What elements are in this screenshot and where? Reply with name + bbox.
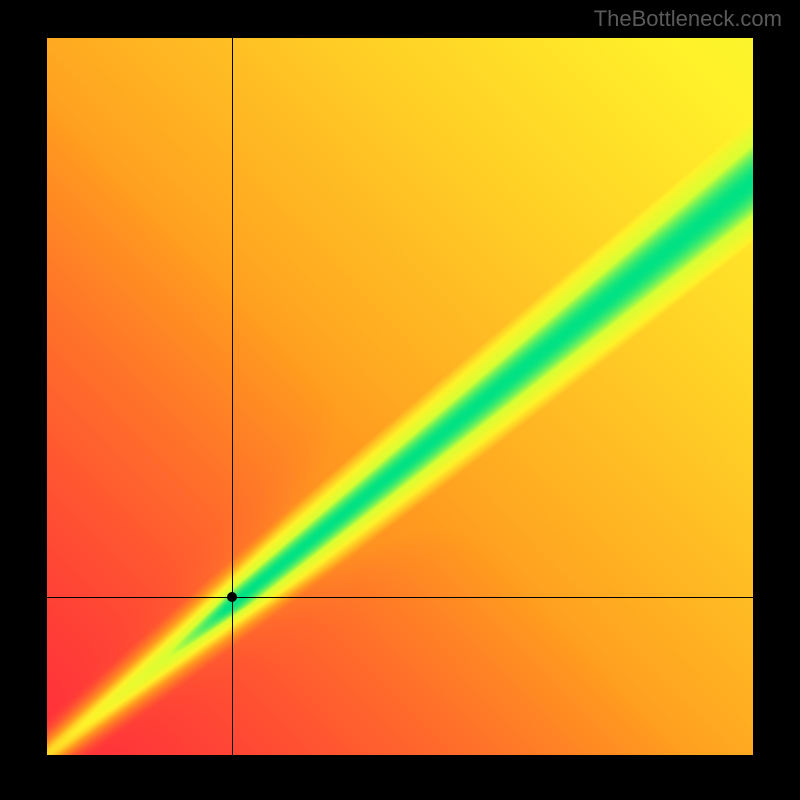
- heatmap-plot: [47, 38, 753, 755]
- heatmap-canvas: [47, 38, 753, 755]
- watermark-text: TheBottleneck.com: [594, 6, 782, 32]
- crosshair-vertical: [232, 38, 233, 755]
- crosshair-horizontal: [47, 597, 753, 598]
- crosshair-marker: [227, 592, 237, 602]
